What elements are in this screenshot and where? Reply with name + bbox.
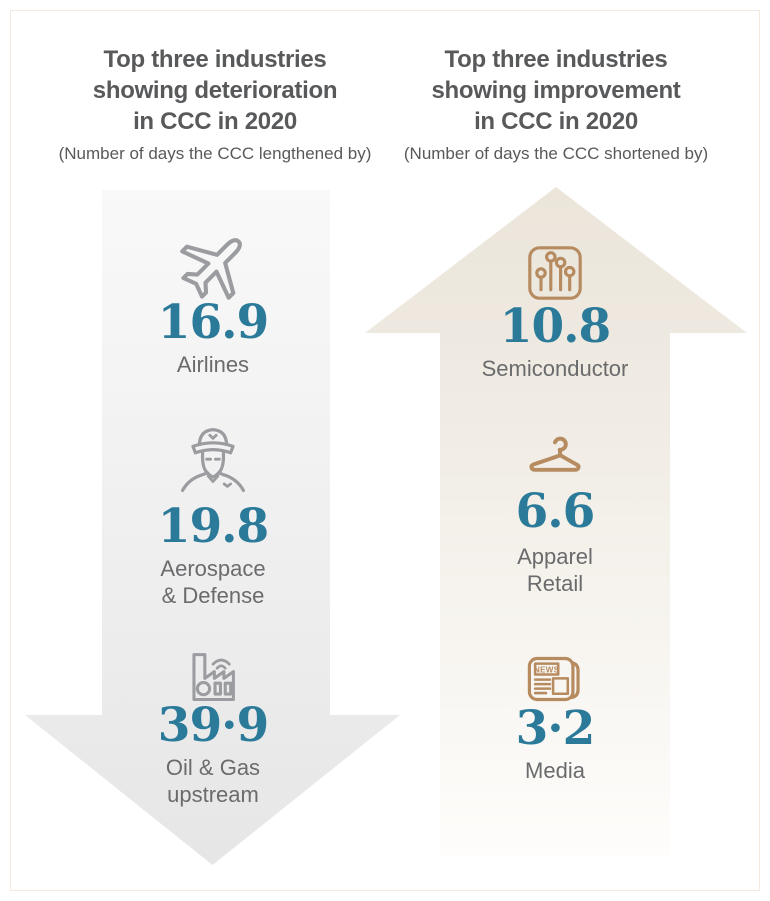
- industry-item-aerospace-defense: 19.8 Aerospace & Defense: [63, 420, 363, 609]
- industry-item-oil-gas-upstream: 39·9 Oil & Gas upstream: [63, 641, 363, 808]
- ccc-value: 39·9: [157, 698, 269, 753]
- up-arrow: [365, 187, 747, 855]
- industry-label: Apparel Retail: [517, 543, 593, 597]
- news-icon: NEWS: [527, 656, 580, 702]
- svg-text:NEWS: NEWS: [534, 665, 560, 674]
- label-line: Apparel: [517, 544, 593, 569]
- industry-item-media: NEWS 3·2 Media: [405, 650, 705, 784]
- left-panel-header: Top three industries showing deteriorati…: [25, 44, 405, 164]
- title-line: Top three industries: [103, 46, 327, 73]
- down-arrow: [25, 190, 400, 865]
- factory-icon: [192, 653, 235, 702]
- industry-label: Oil & Gas upstream: [166, 754, 260, 808]
- label-line: Airlines: [176, 352, 250, 377]
- industry-label: Airlines: [177, 351, 249, 378]
- title-line: in CCC in 2020: [133, 108, 297, 135]
- left-panel-subtitle: (Number of days the CCC lengthened by): [58, 144, 372, 163]
- label-line: Semiconductor: [481, 356, 629, 381]
- industry-label: Aerospace & Defense: [160, 555, 265, 609]
- label-line: Aerospace: [160, 556, 266, 581]
- pilot-icon: [181, 428, 245, 492]
- right-panel-title: Top three industries showing improvement…: [366, 44, 746, 137]
- hanger-icon: [529, 436, 581, 472]
- title-line: showing improvement: [431, 77, 681, 104]
- label-line: upstream: [167, 782, 259, 807]
- industry-label: Semiconductor: [482, 355, 629, 382]
- industry-item-apparel-retail: 6.6 Apparel Retail: [405, 435, 705, 597]
- title-line: Top three industries: [444, 46, 668, 73]
- industry-item-airlines: 16.9 Airlines: [63, 226, 363, 378]
- industry-label: Media: [525, 757, 585, 784]
- airplane-icon: [180, 238, 242, 300]
- right-panel-subtitle: (Number of days the CCC shortened by): [403, 144, 709, 163]
- left-panel-title: Top three industries showing deteriorati…: [25, 44, 405, 137]
- industry-item-semiconductor: 10.8 Semiconductor: [405, 238, 705, 382]
- ccc-value: 16.9: [157, 295, 269, 350]
- title-line: showing deterioration: [92, 77, 338, 104]
- label-line: Retail: [526, 571, 584, 596]
- title-line: in CCC in 2020: [474, 108, 638, 135]
- label-line: & Defense: [161, 583, 265, 608]
- ccc-value: 3·2: [515, 701, 596, 756]
- label-line: Media: [525, 758, 585, 783]
- chip-icon: [528, 246, 582, 300]
- ccc-value: 10.8: [499, 299, 611, 354]
- decorative-frame: [10, 10, 760, 891]
- ccc-value: 6.6: [515, 484, 596, 539]
- ccc-value: 19.8: [157, 499, 269, 554]
- right-panel-header: Top three industries showing improvement…: [366, 44, 746, 164]
- label-line: Oil & Gas: [165, 755, 261, 780]
